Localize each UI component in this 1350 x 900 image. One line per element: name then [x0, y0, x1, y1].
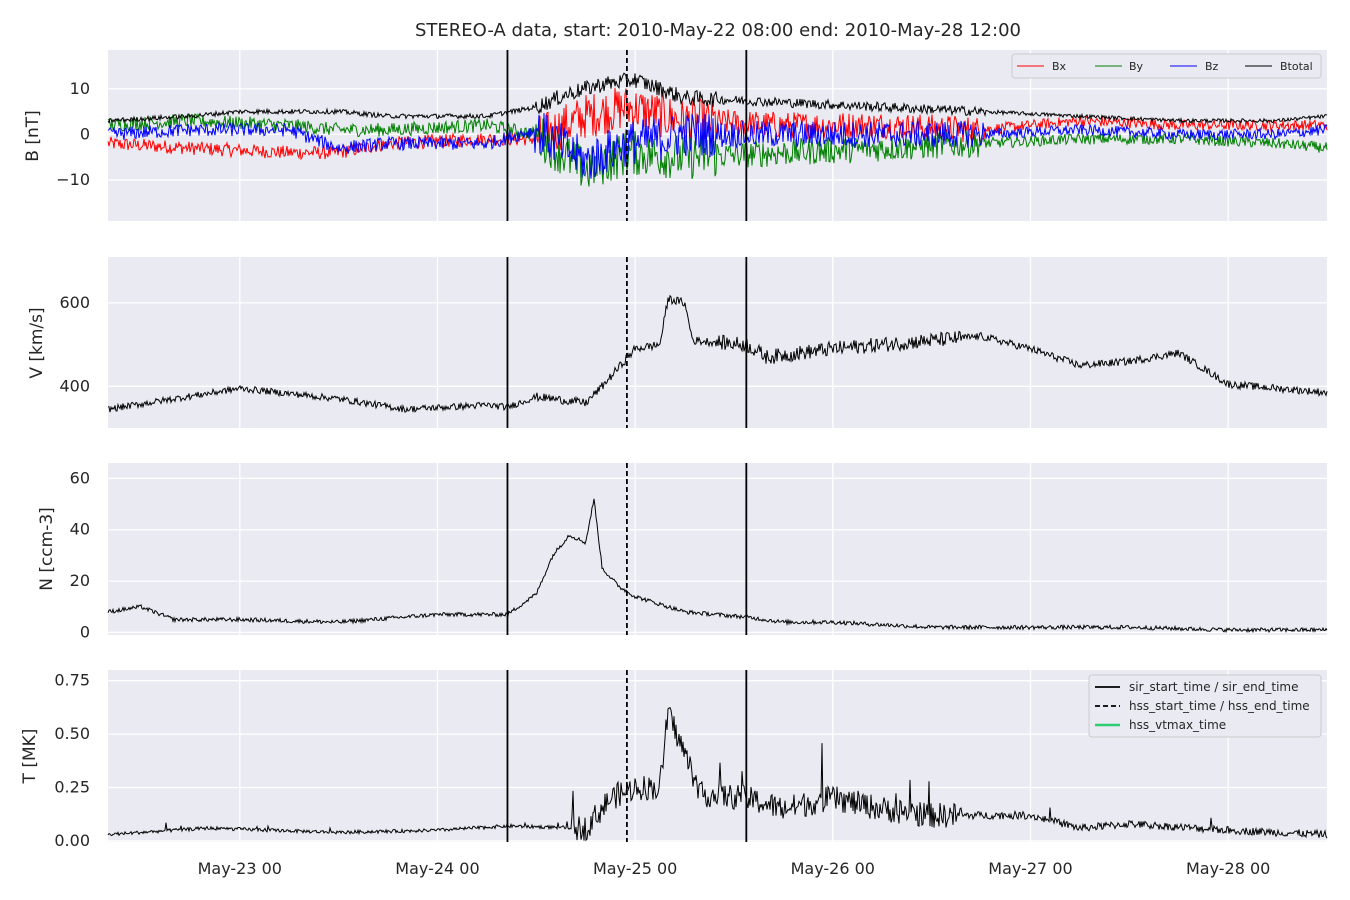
panel-b-ytick-label-0: −10 [56, 170, 90, 189]
panel-n-ytick-label-2: 40 [70, 520, 90, 539]
panel-v: 400 600 V [km/s] [27, 257, 1328, 428]
panel-v-ytick-label-0: 400 [59, 376, 90, 395]
panel-b-series-bz [107, 113, 1328, 179]
legend-label-sir: sir_start_time / sir_end_time [1129, 680, 1299, 694]
panel-n-series [107, 498, 1328, 634]
panel-t-series-line [107, 707, 1328, 842]
x-tick-labels: May-23 00 May-24 00 May-25 00 May-26 00 May-… [198, 859, 1271, 878]
x-tick-label-0: May-23 00 [198, 859, 282, 878]
panel-t-yticks: 0.00 0.25 0.50 0.75 [54, 671, 90, 850]
panel-n: 0 20 40 60 N [ccm-3] [37, 463, 1328, 641]
panel-b-yticks: −10 0 10 [56, 79, 90, 189]
x-tick-label-5: May-28 00 [1186, 859, 1270, 878]
panel-b-ytick-label-2: 10 [70, 79, 90, 98]
panel-n-ytick-label-3: 60 [70, 468, 90, 487]
panel-n-ylabel: N [ccm-3] [37, 507, 57, 591]
panel-v-yticks: 400 600 [59, 293, 90, 395]
panel-n-grid [108, 463, 1327, 635]
panel-t: 0.00 0.25 0.50 0.75 T [MK] sir_start_time /… [20, 670, 1328, 850]
chart-title: STEREO-A data, start: 2010-May-22 08:00 … [415, 20, 1021, 41]
panel-v-ylabel: V [km/s] [27, 307, 47, 378]
legend-box-events [1088, 674, 1322, 738]
panel-t-ytick-label-1: 0.25 [54, 778, 90, 797]
panel-t-ytick-label-2: 0.50 [54, 724, 90, 743]
panel-b-ytick-label-1: 0 [80, 124, 90, 143]
panel-b-series-bx [107, 87, 1328, 161]
panel-v-grid [108, 257, 1327, 428]
panel-n-yticks: 0 20 40 60 [70, 468, 90, 641]
legend-label-vtmax: hss_vtmax_time [1129, 718, 1226, 732]
panel-t-series [107, 707, 1328, 842]
legend-label-bx: Bx [1052, 60, 1067, 73]
panel-b-ylabel: B [nT] [23, 110, 43, 162]
panel-n-ytick-label-1: 20 [70, 571, 90, 590]
panel-v-events [506, 257, 748, 428]
panel-v-series [107, 294, 1328, 413]
panel-v-series-line [107, 294, 1328, 413]
x-tick-label-3: May-26 00 [791, 859, 875, 878]
legend-label-btotal: Btotal [1280, 60, 1313, 73]
panel-n-events [506, 463, 748, 635]
x-tick-label-2: May-25 00 [593, 859, 677, 878]
legend-label-hss: hss_start_time / hss_end_time [1129, 699, 1310, 713]
panel-n-ytick-label-0: 0 [80, 622, 90, 641]
panel-n-background [108, 463, 1327, 635]
panel-t-legend: sir_start_time / sir_end_time hss_start_… [1088, 674, 1322, 738]
panel-t-ytick-label-0: 0.00 [54, 831, 90, 850]
panel-t-events [506, 670, 748, 842]
x-tick-label-4: May-27 00 [988, 859, 1072, 878]
panel-b: −10 0 10 B [nT] Bx By Bz Btotal [23, 50, 1328, 221]
panel-b-legend: Bx By Bz Btotal [1011, 53, 1322, 79]
panel-n-series-line [107, 498, 1328, 634]
legend-label-bz: Bz [1205, 60, 1219, 73]
x-tick-label-1: May-24 00 [395, 859, 479, 878]
panel-b-series [107, 72, 1328, 187]
panel-b-events [506, 50, 748, 221]
legend-label-by: By [1129, 60, 1144, 73]
panel-v-ytick-label-1: 600 [59, 293, 90, 312]
legend-box [1011, 53, 1322, 79]
panel-b-series-btotal [107, 72, 1328, 124]
panel-b-series-by [107, 112, 1328, 187]
panel-t-ytick-label-3: 0.75 [54, 671, 90, 690]
panel-t-ylabel: T [MK] [20, 729, 40, 785]
